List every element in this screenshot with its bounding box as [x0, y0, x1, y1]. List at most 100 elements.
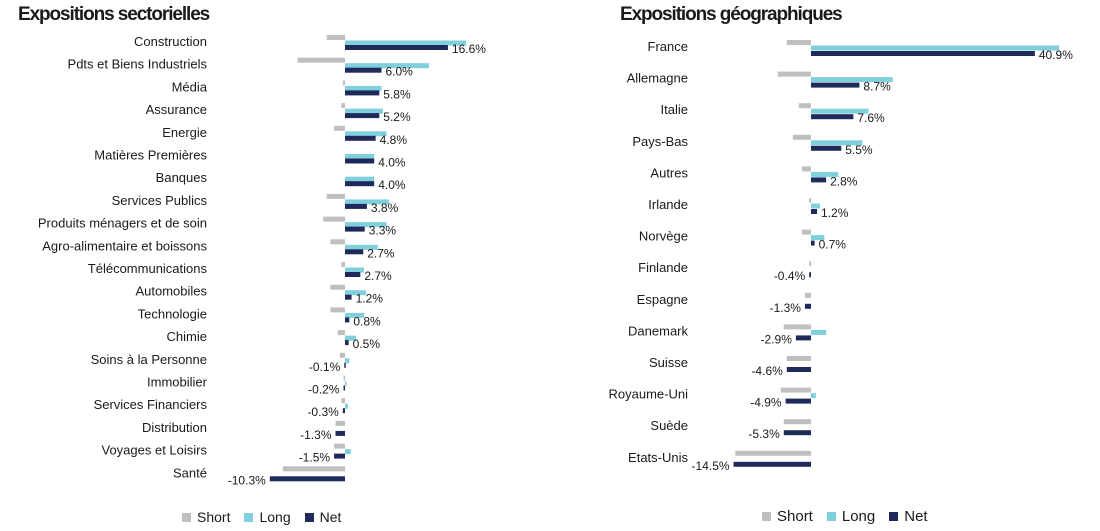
bar-group-italie: Italie 7.6% — [661, 102, 886, 125]
net-value-label: 40.9% — [1039, 48, 1073, 62]
category-label: Irlande — [648, 197, 688, 212]
bar-short — [334, 443, 345, 449]
net-value-label: 4.8% — [380, 133, 408, 147]
bar-long — [345, 267, 364, 273]
bar-net — [345, 45, 448, 50]
bar-net — [809, 272, 811, 278]
legend-swatch-long — [244, 512, 254, 522]
net-value-label: -1.5% — [299, 451, 331, 465]
bar-net — [342, 408, 345, 414]
bar-net — [811, 240, 815, 246]
bar-short — [339, 352, 345, 358]
net-value-label: 3.3% — [369, 224, 397, 238]
bar-short — [783, 419, 811, 425]
bar-group-media: Média 5.8% — [172, 79, 411, 101]
bar-net — [345, 181, 375, 187]
net-value-label: 2.7% — [364, 269, 392, 283]
bar-net — [335, 430, 345, 436]
bar-short — [343, 375, 346, 381]
category-label: Espagne — [637, 292, 688, 307]
bar-short — [798, 103, 811, 109]
bar-short — [801, 166, 811, 172]
bar-short — [334, 125, 345, 131]
category-label: Média — [172, 79, 208, 94]
bar-short — [330, 307, 345, 313]
bar-long — [811, 329, 827, 335]
bar-group-sante: Santé -10.3% — [173, 465, 345, 487]
bar-net — [345, 67, 382, 73]
bar-net — [343, 385, 346, 391]
bar-group-suede: Suède -5.3% — [650, 418, 811, 441]
legend-item-short: Short — [762, 508, 813, 525]
bar-long — [345, 199, 389, 205]
bar-net — [783, 430, 811, 436]
bar-short — [330, 239, 345, 245]
bar-short — [777, 71, 811, 77]
category-label: Distribution — [142, 420, 207, 435]
bar-long — [345, 449, 351, 455]
category-label: Banques — [156, 170, 208, 185]
bar-short — [792, 134, 811, 140]
bar-long — [811, 45, 1060, 51]
bar-group-services-publics: Services Publics 3.8% — [112, 193, 399, 215]
bar-net — [345, 203, 367, 209]
bar-group-banques: Banques 4.0% — [156, 170, 406, 192]
bar-long — [345, 381, 347, 386]
bar-group-assurance: Assurance 5.2% — [146, 102, 411, 124]
bar-group-pays-bas: Pays-Bas 5.5% — [632, 134, 873, 157]
net-value-label: -0.4% — [774, 269, 806, 283]
legend-label-short: Short — [777, 508, 813, 525]
bar-net — [811, 51, 1035, 56]
category-label: Immobilier — [147, 375, 208, 390]
bar-short — [804, 292, 811, 298]
category-label: Automobiles — [135, 284, 207, 299]
sector-chart: Construction 16.6% Pdts et Biens Industrie… — [38, 34, 486, 487]
net-value-label: 2.7% — [367, 246, 395, 260]
bar-long — [811, 171, 839, 177]
category-label: Voyages et Loisirs — [101, 443, 207, 458]
bar-group-construction: Construction 16.6% — [134, 34, 486, 56]
bar-group-distribution: Distribution -1.3% — [142, 420, 345, 442]
bar-net — [345, 249, 364, 255]
category-label: Allemagne — [627, 71, 688, 86]
net-value-label: -2.9% — [761, 332, 793, 346]
net-value-label: 2.8% — [830, 174, 858, 188]
legend-swatch-net — [889, 512, 899, 521]
bar-net — [269, 476, 345, 482]
net-value-label: -0.1% — [309, 360, 341, 374]
bar-short — [330, 284, 345, 290]
bar-net — [344, 362, 346, 368]
net-value-label: -5.3% — [748, 427, 780, 441]
legend-swatch-short — [182, 512, 191, 522]
bar-short — [341, 103, 345, 109]
bar-long — [811, 235, 825, 241]
bar-short — [786, 356, 811, 361]
bar-short — [783, 324, 811, 330]
bar-long — [345, 63, 429, 69]
net-value-label: 4.0% — [378, 178, 406, 192]
bar-group-etats-unis: Etats-Unis -14.5% — [628, 450, 811, 473]
geographic-chart: France 40.9% Allemagne 8.7% Italie 7.6% Pays-B… — [609, 39, 1074, 473]
bar-net — [334, 453, 345, 459]
legend-label-net: Net — [319, 509, 342, 525]
category-label: Assurance — [146, 102, 207, 117]
bar-group-espagne: Espagne -1.3% — [637, 292, 811, 315]
bar-net — [345, 90, 380, 96]
legend-item-long: Long — [244, 509, 291, 525]
net-value-label: 0.5% — [353, 337, 381, 351]
bar-group-telecommunications: Télécommunications 2.7% — [88, 261, 392, 283]
bar-long — [345, 358, 350, 364]
bar-group-automobiles: Automobiles 1.2% — [135, 284, 383, 306]
bar-group-chimie: Chimie 0.5% — [167, 329, 381, 351]
net-value-label: -14.5% — [692, 459, 730, 473]
bar-net — [804, 303, 811, 309]
bar-group-agro-alimentaire-et-boissons: Agro-alimentaire et boissons 2.7% — [42, 238, 395, 260]
bar-long — [345, 85, 382, 91]
category-label: Chimie — [167, 329, 207, 344]
geographic-chart-title: Expositions géographiques — [620, 4, 843, 25]
category-label: Santé — [173, 465, 207, 480]
category-label: Technologie — [138, 306, 207, 321]
bar-long — [345, 222, 387, 228]
net-value-label: -4.9% — [750, 396, 782, 410]
bar-short — [337, 330, 345, 336]
